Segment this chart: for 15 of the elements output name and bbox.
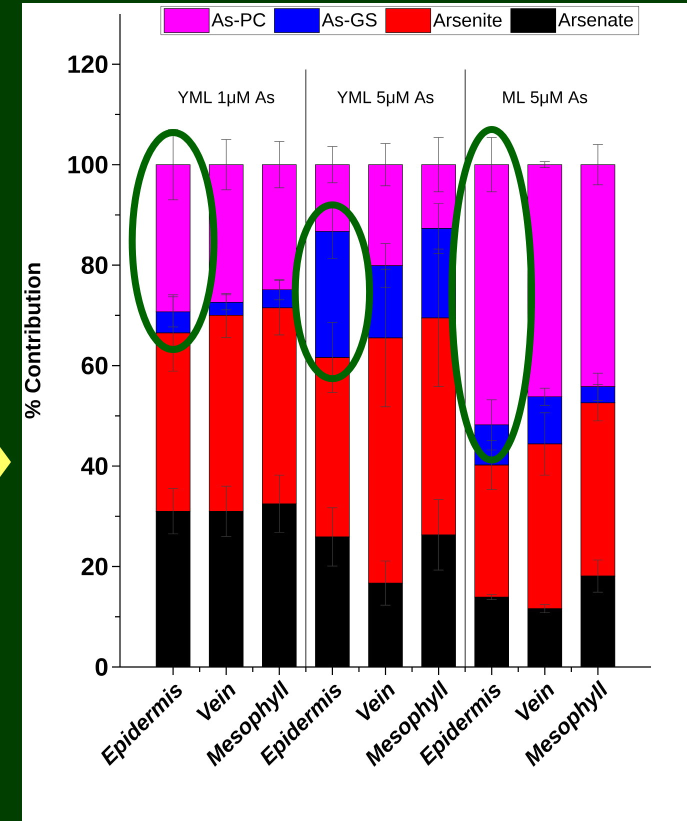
y-tick-label: 80 xyxy=(82,256,108,274)
annotation: ML 5μM As xyxy=(503,91,588,106)
legend-label: Arsenate xyxy=(558,13,633,26)
y-axis-title: % Contribution xyxy=(24,263,40,418)
annotation: YML 5μM As xyxy=(337,91,434,106)
y-tick-label: 0 xyxy=(96,658,108,676)
y-tick-label: 100 xyxy=(68,156,108,174)
y-tick-label: 60 xyxy=(82,356,108,374)
y-tick-label: 40 xyxy=(81,457,108,475)
legend-label: As-GS xyxy=(322,13,377,27)
legend-label: As-PC xyxy=(211,13,266,27)
y-tick-label: 120 xyxy=(68,55,108,74)
legend-label: Arsenite xyxy=(433,12,502,27)
annotation: YML 1μM As xyxy=(178,91,274,106)
y-tick-label: 20 xyxy=(82,558,108,576)
